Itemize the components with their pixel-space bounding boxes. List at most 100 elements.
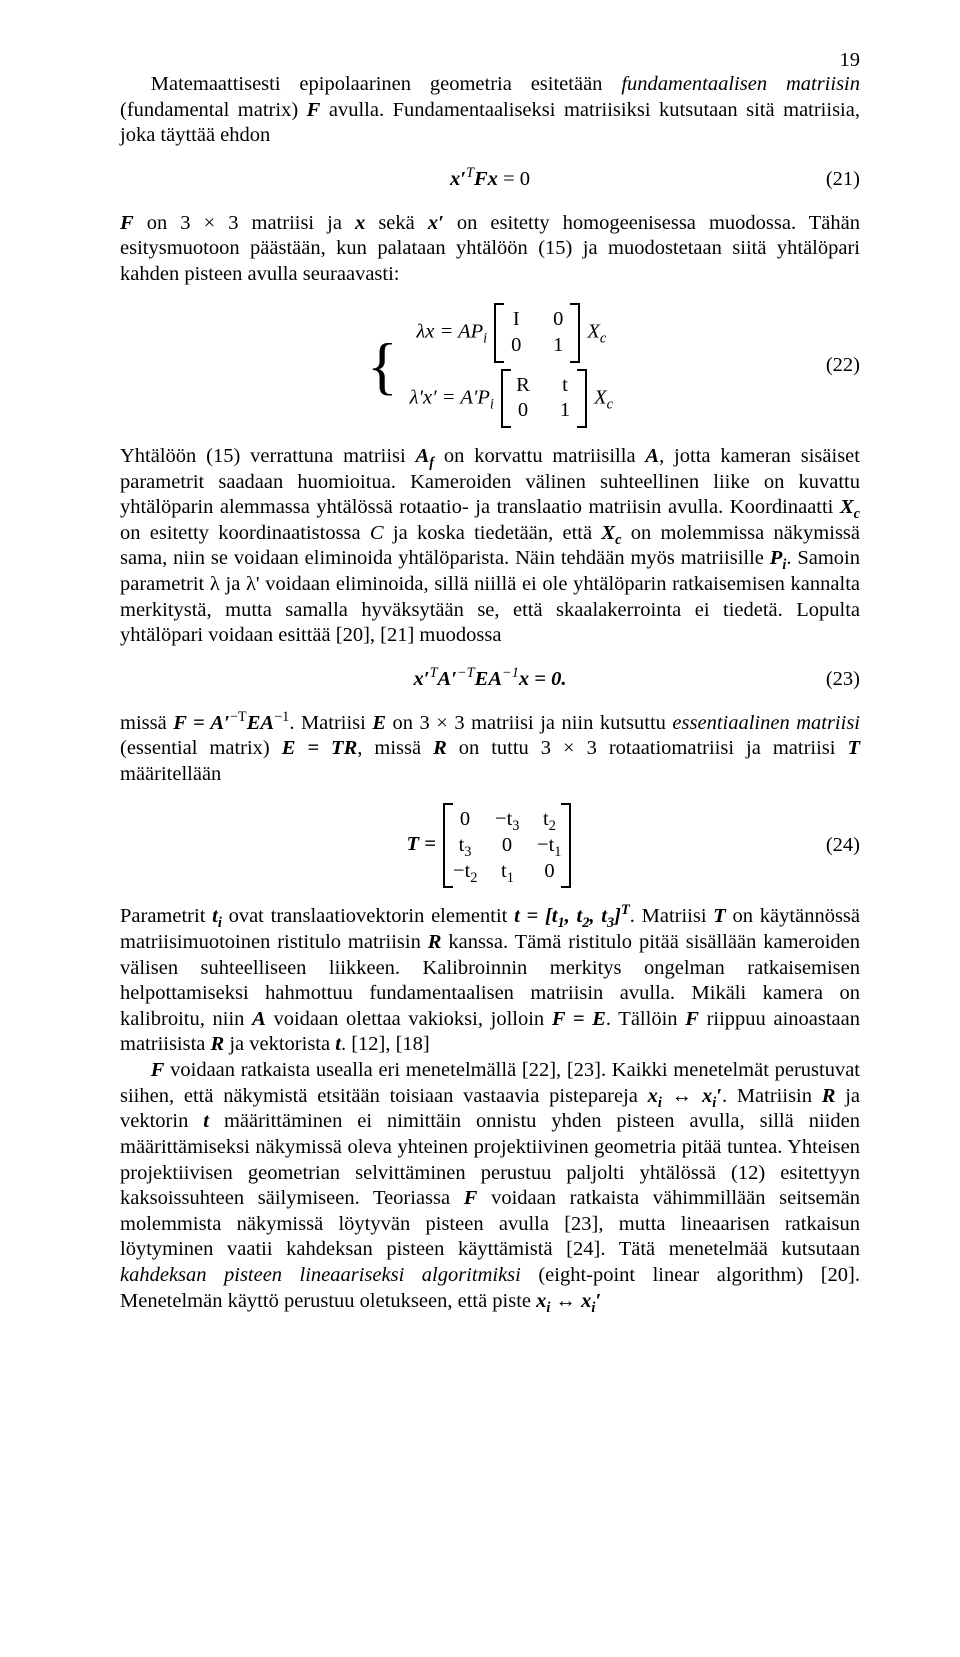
sym-F: F (120, 212, 134, 234)
page-number: 19 (840, 48, 861, 74)
sup: −1 (502, 665, 519, 681)
sym-A: A (252, 1008, 266, 1030)
sym: P (770, 547, 783, 569)
sym-Xc: X (594, 386, 607, 408)
cell: 0 (511, 398, 535, 424)
arrow: ↔ (550, 1290, 581, 1312)
sym: Fx (474, 168, 498, 190)
sym: E = TR (282, 737, 358, 759)
cell: −t1 (537, 833, 561, 859)
text: on 3 × 3 matriisi ja (134, 212, 355, 234)
val: −t (537, 834, 554, 856)
matrix-1: I0 01 (494, 305, 580, 360)
sup: −T (457, 665, 475, 681)
equation-21: x′TFx = 0 (21) (120, 167, 860, 193)
sym-R: R (428, 931, 442, 953)
sym-F: F (464, 1187, 478, 1209)
sym-xi-prime: xi′ (581, 1290, 601, 1312)
arrow: ↔ (662, 1085, 702, 1107)
sym-ti: ti (212, 905, 222, 927)
eq-number: (21) (826, 167, 860, 193)
sym: F = A′ (173, 712, 230, 734)
sym: A (416, 445, 430, 467)
eq-number: (24) (826, 833, 860, 859)
val: ] (614, 905, 621, 927)
text: voidaan olettaa vakioksi, jolloin (266, 1008, 552, 1030)
sup: T (621, 902, 630, 918)
sym-C: C (370, 522, 384, 544)
paragraph-1: Matemaattisesti epipolaarinen geometria … (120, 72, 860, 149)
term-essential-matrix: essentiaalinen matriisi (672, 712, 860, 734)
sub: 1 (507, 870, 514, 886)
text: sekä (365, 212, 428, 234)
sym-R: R (211, 1033, 225, 1055)
sym: x (702, 1085, 712, 1107)
cell: 0 (537, 859, 561, 885)
prime: ′ (595, 1290, 601, 1312)
cell: −t2 (453, 859, 477, 885)
text: (essential matrix) (120, 737, 282, 759)
sym-F: F (685, 1008, 699, 1030)
sym-T: T (713, 905, 726, 927)
left-brace-icon: { (367, 334, 398, 398)
text: Matemaattisesti epipolaarinen geometria … (151, 73, 622, 95)
equation-23: x′TA′−TEA−1x = 0. (23) (120, 667, 860, 693)
text: λ′x′ = A′P (410, 386, 490, 408)
sym: X (840, 496, 854, 518)
sym-Xc: Xc (601, 522, 621, 544)
sym-F: F (151, 1059, 165, 1081)
sub-c: c (607, 396, 613, 412)
text: . Matriisi (289, 712, 372, 734)
sub: c (854, 506, 860, 522)
sym: EA (475, 668, 502, 690)
sym-T: T (847, 737, 860, 759)
eq22-line1: λx = APi I0 01 Xc (410, 305, 613, 360)
cell: 0 (495, 833, 519, 859)
val: , t (565, 905, 583, 927)
cell: 0 (504, 333, 528, 359)
text: Parametrit (120, 905, 212, 927)
equation-22: { λx = APi I0 01 Xc λ′x′ = A′Pi Rt (120, 305, 860, 426)
text: . Matriisin (722, 1085, 822, 1107)
sym-F: F (307, 99, 321, 121)
sym-x: x (355, 212, 365, 234)
equation-24: T = 0 −t3 t2 t3 0 −t1 −t2 t1 0 ( (120, 805, 860, 886)
text: määritellään (120, 763, 221, 785)
cell: 1 (546, 333, 570, 359)
term-fundamental-matrix: fundamentaalisen matriisin (621, 73, 860, 95)
sym-E: E (372, 712, 386, 734)
cell: −t3 (495, 807, 519, 833)
sym-Xc: Xc (840, 496, 860, 518)
sym-xi: xi (648, 1085, 662, 1107)
cell: 0 (546, 307, 570, 333)
sup: −1 (274, 709, 289, 725)
sym-xi-prime: xi′ (702, 1085, 722, 1107)
text: on tuttu 3 × 3 rotaatiomatriisi ja matri… (447, 737, 848, 759)
sym-A: A (645, 445, 659, 467)
text: ja vektorista (224, 1033, 335, 1055)
sym: A′ (438, 668, 457, 690)
sym: t = [t1, t2, t3]T (514, 905, 630, 927)
sym: x (648, 1085, 658, 1107)
text: . Matriisi (630, 905, 714, 927)
text: λx = AP (416, 321, 483, 343)
eq22-line2: λ′x′ = A′Pi Rt 01 Xc (410, 371, 613, 426)
text: missä (120, 712, 173, 734)
text: ja koska tiedetään, että (384, 522, 602, 544)
text: , missä (357, 737, 433, 759)
sym: F = E (552, 1008, 606, 1030)
sym: EA (247, 712, 274, 734)
val: , t (589, 905, 607, 927)
eq-rhs: = 0 (498, 168, 530, 190)
sym: x (581, 1290, 591, 1312)
cell: t2 (537, 807, 561, 833)
cell: I (504, 307, 528, 333)
sub: 1 (557, 915, 564, 931)
sub: 2 (470, 870, 477, 886)
cell: 1 (553, 398, 577, 424)
term-eight-point: kahdeksan pisteen lineaariseksi algoritm… (120, 1264, 521, 1286)
sym-Xc: X (587, 321, 600, 343)
text: . Tällöin (606, 1008, 685, 1030)
cell: t1 (495, 859, 519, 885)
sym: x = 0. (519, 668, 567, 690)
